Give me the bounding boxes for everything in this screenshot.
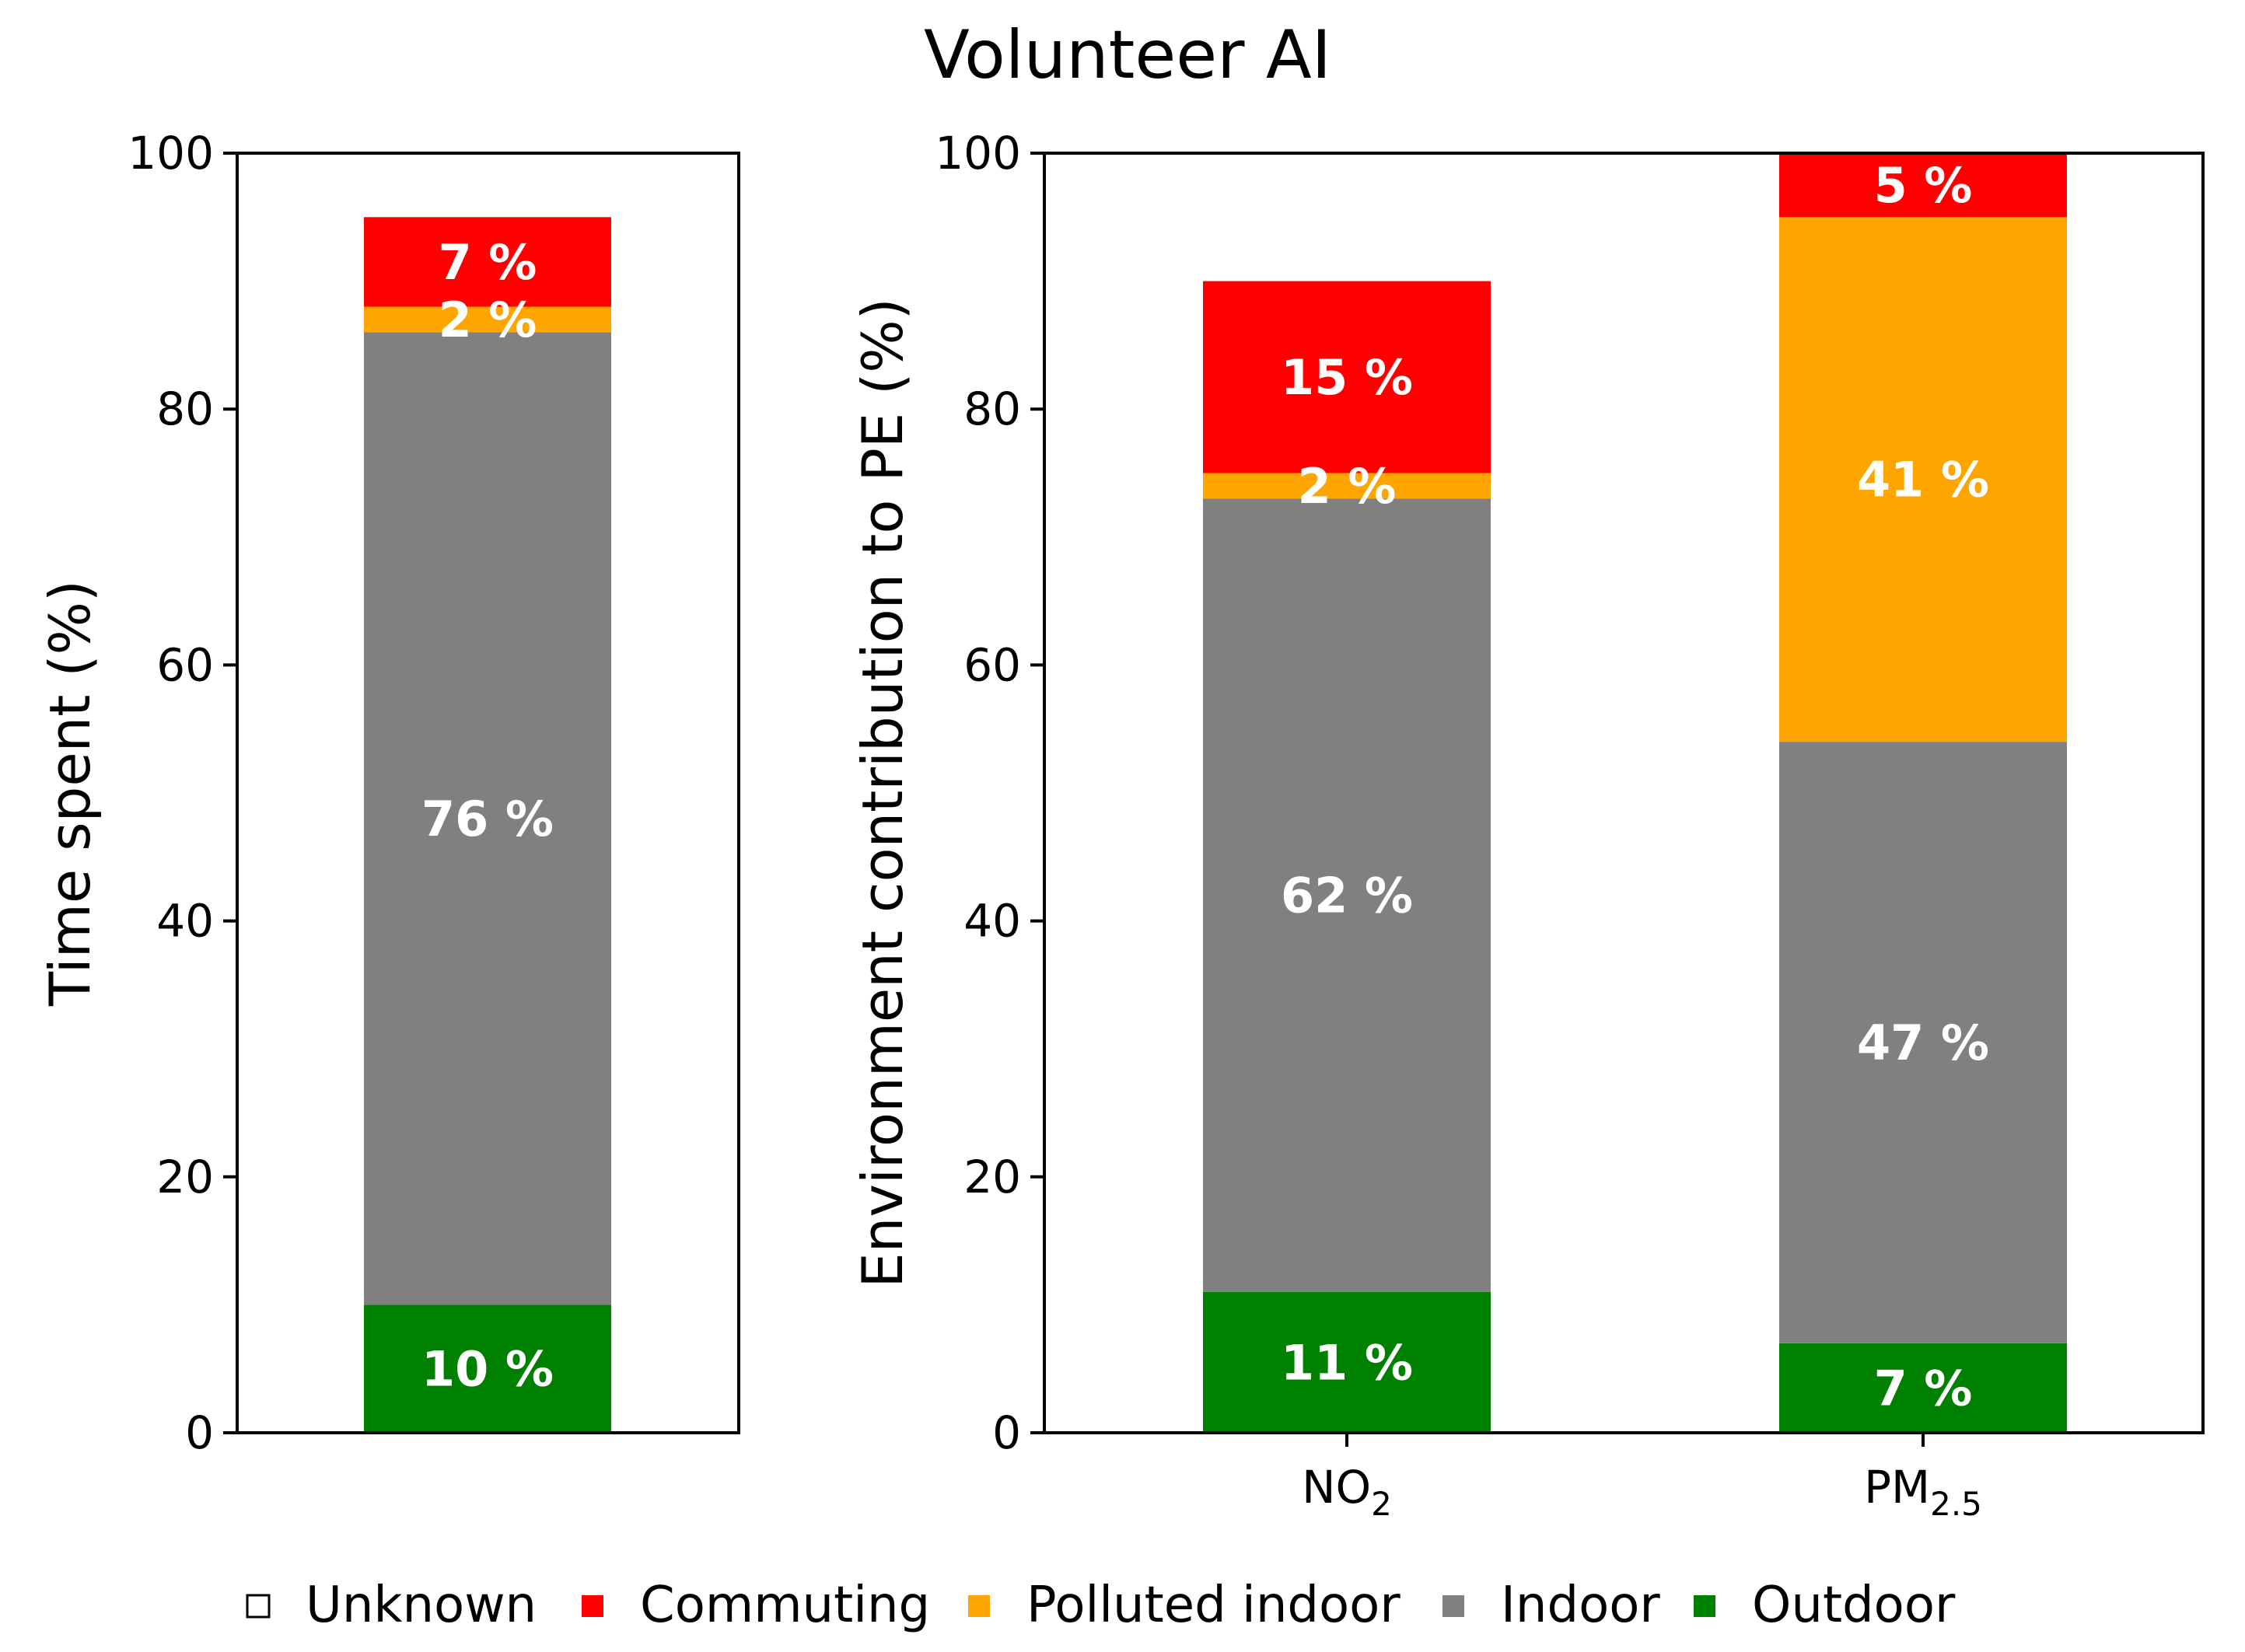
bar-segment-commuting	[1779, 153, 2067, 218]
bar-value-label: 7 %	[1874, 1360, 1973, 1416]
environment-contribution-panel: 11 % 62 % 2 % 15 % 7 % 47 % 41 % 5 % 0 20 40 60 80 10…	[850, 127, 2205, 1523]
y-tick-label: 40	[963, 895, 1021, 948]
bar-value-label: 2 %	[439, 292, 537, 348]
bar-segment-polluted-indoor	[364, 306, 611, 333]
y-tick-label: 40	[156, 895, 214, 948]
legend: Unknown Commuting Polluted indoor Indoor Out…	[246, 1577, 1956, 1634]
y-tick-label: 20	[156, 1151, 214, 1203]
y-tick-label: 0	[185, 1406, 214, 1459]
legend-item-unknown: Unknown	[246, 1577, 537, 1634]
bar-value-label: 7 %	[439, 234, 537, 291]
legend-item-polluted-indoor: Polluted indoor	[968, 1577, 1401, 1634]
legend-label: Unknown	[306, 1577, 537, 1634]
y-tick-label: 60	[156, 638, 214, 691]
y-tick-label: 60	[963, 638, 1021, 691]
bar-segment-commuting	[1203, 281, 1491, 473]
legend-item-commuting: Commuting	[582, 1577, 930, 1634]
y-tick-label: 100	[128, 127, 214, 180]
bar-value-label: 10 %	[421, 1341, 554, 1398]
bar-segment-outdoor	[364, 1304, 611, 1433]
bar-value-label: 15 %	[1281, 349, 1413, 406]
bar-segment-commuting	[364, 217, 611, 307]
y-axis-label: Time spent (%)	[37, 580, 103, 1007]
bar-segment-outdoor	[1779, 1343, 2067, 1433]
bar-value-label: 76 %	[421, 791, 554, 847]
y-tick-label: 20	[963, 1151, 1021, 1203]
bar-value-label: 11 %	[1281, 1334, 1413, 1391]
bar-segment-polluted-indoor	[1779, 217, 2067, 742]
legend-item-outdoor: Outdoor	[1694, 1577, 1956, 1634]
legend-swatch	[246, 1594, 271, 1619]
legend-label: Indoor	[1501, 1577, 1660, 1634]
legend-swatch	[1694, 1595, 1715, 1617]
legend-swatch	[968, 1595, 990, 1617]
bar-value-label: 62 %	[1281, 868, 1413, 924]
legend-item-indoor: Indoor	[1442, 1577, 1660, 1634]
y-tick-label: 0	[992, 1406, 1021, 1459]
bar-value-label: 2 %	[1298, 458, 1397, 515]
time-spent-panel: 10 % 76 % 2 %7 % 0 20 40 60 80 100 Time spent (%)	[37, 127, 740, 1459]
legend-swatch	[1442, 1595, 1464, 1617]
y-tick-label: 100	[935, 127, 1021, 180]
bar-segment-indoor	[1779, 742, 2067, 1343]
axes-frame	[236, 152, 740, 1434]
legend-label: Outdoor	[1752, 1577, 1956, 1634]
bar-segment-outdoor	[1203, 1291, 1491, 1433]
legend-label: Polluted indoor	[1026, 1577, 1401, 1634]
legend-label: Commuting	[640, 1577, 930, 1634]
bar-segment-indoor	[364, 332, 611, 1305]
y-tick-label: 80	[156, 382, 214, 435]
bar-segment-indoor	[1203, 498, 1491, 1292]
chart-title: Volunteer AI	[924, 16, 1331, 94]
y-axis-label: Environment contribution to PE (%)	[850, 298, 915, 1287]
bar-value-label: 47 %	[1857, 1015, 1989, 1071]
y-tick-label: 80	[963, 382, 1021, 435]
bar-value-label: 5 %	[1874, 157, 1973, 214]
bar-value-label: 41 %	[1857, 452, 1989, 508]
axes-frame	[1043, 152, 2205, 1434]
x-tick-label: NO2	[1302, 1461, 1392, 1523]
legend-swatch	[582, 1595, 603, 1617]
x-tick-label: PM2.5	[1864, 1461, 1982, 1523]
bar-segment-polluted-indoor	[1203, 473, 1491, 499]
